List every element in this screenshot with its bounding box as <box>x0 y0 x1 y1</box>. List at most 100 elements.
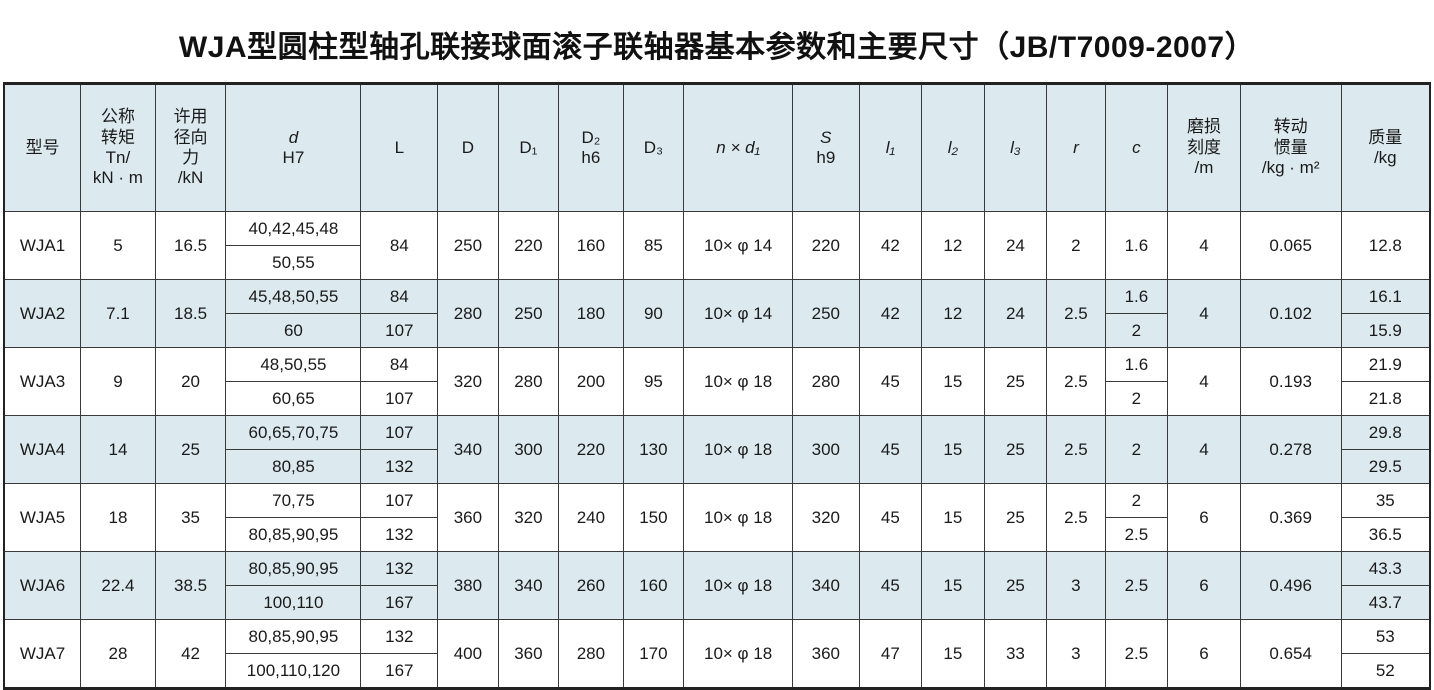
header-line: /kN <box>177 168 204 188</box>
cell-wear-scale: 4 <box>1167 415 1241 484</box>
cell-d-upper: 70,75 <box>225 483 362 518</box>
table-row-cont: 80,85 132 29.5 <box>4 449 1431 484</box>
cell-D2: 180 <box>558 279 624 348</box>
header-line: 型号 <box>25 137 60 157</box>
column-header-D1: D₁ <box>497 83 560 212</box>
cell-L-lower: 107 <box>360 313 439 348</box>
cell-inertia: 0.102 <box>1239 279 1342 348</box>
header-line: h9 <box>816 148 836 167</box>
table-row: WJA2 7.1 18.5 45,48,50,55 84 280 250 180 90 10× φ… <box>3 279 1431 348</box>
column-header-nominal_torque: 公称 转矩 Tn/kN · m <box>80 83 156 212</box>
cell-D2: 280 <box>558 619 624 689</box>
header-line: c <box>1132 137 1141 157</box>
header-line: 质量 <box>1368 127 1403 147</box>
cell-l1: 45 <box>858 347 923 416</box>
header-line: 惯量 <box>1273 137 1308 157</box>
cell-D3: 95 <box>622 347 685 416</box>
cell-L-upper: 132 <box>360 619 439 654</box>
cell-nominal-torque: 18 <box>80 483 156 552</box>
cell-l1: 45 <box>858 415 923 484</box>
cell-D: 380 <box>437 551 499 620</box>
cell-allowable-radial-force: 38.5 <box>154 551 227 620</box>
header-line: D₂ <box>581 127 601 147</box>
cell-inertia: 0.369 <box>1239 483 1342 552</box>
table-row: WJA4 14 25 60,65,70,75 107 340 300 220 130 10× φ … <box>3 415 1431 484</box>
cell-d-lower: 100,110,120 <box>225 653 362 689</box>
header-line: 许用 <box>173 107 208 127</box>
cell-n-x-d1: 10× φ 18 <box>683 415 794 484</box>
cell-c: 2.5 <box>1104 551 1169 620</box>
cell-D3: 170 <box>622 619 685 689</box>
table-row-cont: 80,85,90,95 132 2.5 36.5 <box>4 517 1431 552</box>
cell-mass-upper: 53 <box>1340 619 1431 654</box>
cell-D3: 150 <box>622 483 685 552</box>
page-title: WJA型圆柱型轴孔联接球面滚子联轴器基本参数和主要尺寸（JB/T7009-200… <box>178 31 1256 64</box>
cell-allowable-radial-force: 20 <box>154 347 227 416</box>
header-line: 转矩 <box>100 127 135 147</box>
cell-D2: 240 <box>558 483 624 552</box>
cell-D3: 85 <box>622 211 685 280</box>
header-line: l₂ <box>947 137 959 157</box>
header-line: n × d₁ <box>716 137 760 157</box>
table-row: WJA7 28 42 80,85,90,95 132 400 360 280 170 10× φ … <box>3 619 1431 689</box>
cell-l2: 15 <box>921 551 985 620</box>
cell-model: WJA7 <box>3 619 82 689</box>
column-header-d: d H7 <box>225 83 362 212</box>
cell-n-x-d1: 10× φ 14 <box>683 211 794 280</box>
header-line: d <box>288 127 299 147</box>
cell-c: 2 <box>1104 415 1169 484</box>
header-line: L <box>394 137 405 157</box>
cell-mass-lower: 36.5 <box>1340 517 1431 552</box>
cell-n-x-d1: 10× φ 18 <box>683 483 794 552</box>
header-line: /m <box>1194 158 1214 178</box>
cell-d-lower: 80,85 <box>225 449 362 484</box>
table-row-cont: 50,55 <box>4 245 1430 280</box>
cell-L-lower: 132 <box>360 517 439 552</box>
table-row: WJA6 22.4 38.5 80,85,90,95 132 380 340 260 160 10… <box>3 551 1431 620</box>
cell-inertia: 0.193 <box>1239 347 1342 416</box>
cell-d-lower: 60,65 <box>225 381 362 416</box>
cell-wear-scale: 6 <box>1167 551 1241 620</box>
cell-l1: 45 <box>858 551 923 620</box>
cell-l2: 15 <box>921 619 985 689</box>
cell-L-lower: 167 <box>360 653 439 689</box>
cell-D: 320 <box>437 347 499 416</box>
cell-D1: 300 <box>497 415 560 484</box>
table-row: WJA3 9 20 48,50,55 84 320 280 200 95 10× φ 18 280 4… <box>3 347 1431 416</box>
header-line: H7 <box>282 148 305 167</box>
cell-mass-upper: 29.8 <box>1340 415 1431 450</box>
header-line: 刻度 <box>1186 137 1221 157</box>
column-header-wear_scale: 磨损 刻度/m <box>1167 83 1241 212</box>
cell-allowable-radial-force: 42 <box>154 619 227 689</box>
cell-mass-upper: 21.9 <box>1340 347 1431 382</box>
table-row: WJA1 5 16.5 40,42,45,48 84 250 220 160 85 10× φ 1… <box>3 211 1431 280</box>
cell-D: 280 <box>437 279 499 348</box>
cell-nominal-torque: 22.4 <box>80 551 156 620</box>
cell-allowable-radial-force: 16.5 <box>154 211 227 280</box>
cell-mass-upper: 43.3 <box>1340 551 1431 586</box>
cell-c-lower: 2.5 <box>1104 517 1169 552</box>
cell-nominal-torque: 5 <box>80 211 156 280</box>
header-line: r <box>1073 137 1079 157</box>
cell-model: WJA3 <box>3 347 82 416</box>
cell-wear-scale: 4 <box>1167 279 1241 348</box>
cell-D3: 90 <box>622 279 685 348</box>
header-line: l₃ <box>1010 137 1021 157</box>
cell-D1: 280 <box>497 347 560 416</box>
cell-D2: 200 <box>558 347 624 416</box>
cell-D1: 250 <box>497 279 560 348</box>
header-line: 磨损 <box>1186 117 1221 137</box>
cell-r: 2.5 <box>1046 279 1106 348</box>
column-header-l2: l₂ <box>921 83 985 212</box>
cell-D2: 260 <box>558 551 624 620</box>
cell-allowable-radial-force: 18.5 <box>154 279 227 348</box>
cell-D1: 320 <box>497 483 560 552</box>
cell-D3: 160 <box>622 551 685 620</box>
cell-S: 250 <box>792 279 860 348</box>
cell-nominal-torque: 9 <box>80 347 156 416</box>
cell-c-lower: 2 <box>1104 313 1169 348</box>
cell-L-lower: 107 <box>360 381 439 416</box>
cell-wear-scale: 4 <box>1167 211 1241 280</box>
header-line: kN · m <box>92 168 143 188</box>
